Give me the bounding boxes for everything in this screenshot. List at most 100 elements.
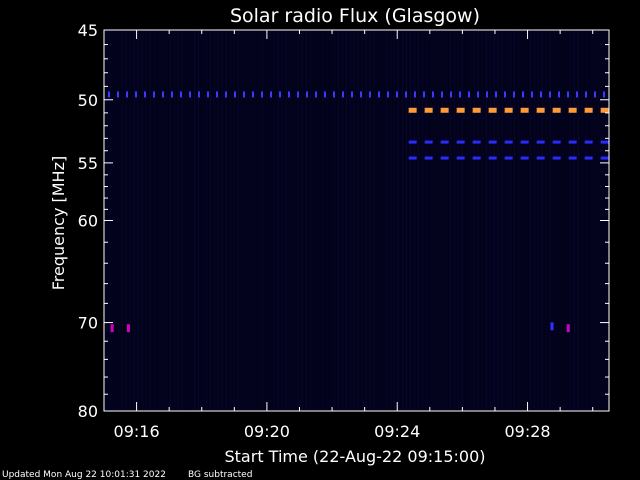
band-dot bbox=[369, 91, 371, 98]
band-dash bbox=[456, 107, 465, 113]
band-dot bbox=[333, 91, 335, 98]
chart-title: Solar radio Flux (Glasgow) bbox=[230, 5, 480, 27]
band-dot bbox=[324, 91, 326, 98]
y-tick-label: 55 bbox=[78, 154, 98, 173]
background-streak bbox=[430, 30, 431, 411]
band-dot bbox=[252, 91, 254, 98]
background-streak bbox=[270, 30, 271, 411]
background-streak bbox=[482, 30, 483, 411]
band-dash bbox=[440, 156, 449, 160]
band-dash bbox=[488, 140, 497, 144]
band-dot bbox=[513, 91, 515, 98]
band-dot bbox=[558, 91, 560, 98]
band-dash bbox=[424, 140, 433, 144]
band-dash bbox=[552, 156, 561, 160]
band-dot bbox=[144, 91, 146, 98]
background-streak bbox=[550, 30, 551, 411]
background-streak bbox=[498, 30, 499, 411]
band-dot bbox=[459, 91, 461, 98]
band-dot bbox=[135, 91, 137, 98]
band-dot bbox=[279, 91, 281, 98]
y-tick-label: 70 bbox=[78, 314, 98, 333]
band-dash bbox=[472, 140, 481, 144]
background-streak bbox=[542, 30, 543, 411]
background-streak bbox=[374, 30, 375, 411]
band-dash bbox=[472, 156, 481, 160]
band-dot bbox=[117, 91, 119, 98]
background-streak bbox=[586, 30, 587, 411]
background-streak bbox=[490, 30, 491, 411]
background-streak bbox=[210, 30, 211, 411]
background-streak bbox=[338, 30, 339, 411]
band-dash bbox=[472, 107, 481, 113]
background-streak bbox=[418, 30, 419, 411]
band-dot bbox=[198, 91, 200, 98]
band-dash bbox=[536, 140, 545, 144]
band-dot bbox=[342, 91, 344, 98]
background-streak bbox=[554, 30, 555, 411]
band-dash bbox=[520, 107, 529, 113]
background-streak bbox=[526, 30, 527, 411]
band-dash bbox=[408, 107, 417, 113]
background-streak bbox=[122, 30, 123, 411]
background-streak bbox=[350, 30, 351, 411]
band-dot bbox=[477, 91, 479, 98]
background-streak bbox=[286, 30, 287, 411]
band-dot bbox=[216, 91, 218, 98]
y-tick-label: 50 bbox=[78, 91, 98, 110]
background-streak bbox=[114, 30, 115, 411]
background-streak bbox=[534, 30, 535, 411]
band-dash bbox=[600, 156, 609, 160]
band-dot bbox=[531, 91, 533, 98]
band-dash bbox=[504, 107, 513, 113]
background-streak bbox=[386, 30, 387, 411]
background-streak bbox=[546, 30, 547, 411]
background-streak bbox=[234, 30, 235, 411]
x-tick-label: 09:20 bbox=[244, 422, 290, 441]
band-dash bbox=[584, 107, 593, 113]
band-dot bbox=[270, 91, 272, 98]
band-dash bbox=[600, 140, 609, 144]
x-axis-label: Start Time (22-Aug-22 09:15:00) bbox=[225, 447, 486, 466]
band-dot bbox=[162, 91, 164, 98]
band-dot bbox=[423, 91, 425, 98]
band-dot bbox=[207, 91, 209, 98]
background-streak bbox=[574, 30, 575, 411]
band-dot bbox=[351, 91, 353, 98]
background-streak bbox=[242, 30, 243, 411]
background-streak bbox=[342, 30, 343, 411]
background-streak bbox=[154, 30, 155, 411]
background-streak bbox=[226, 30, 227, 411]
background-streak bbox=[426, 30, 427, 411]
background-streak bbox=[278, 30, 279, 411]
background-streak bbox=[470, 30, 471, 411]
background-streak bbox=[290, 30, 291, 411]
background-streak bbox=[190, 30, 191, 411]
background-streak bbox=[202, 30, 203, 411]
background-streak bbox=[166, 30, 167, 411]
background-streak bbox=[446, 30, 447, 411]
background-streak bbox=[178, 30, 179, 411]
background-streak bbox=[174, 30, 175, 411]
band-dash bbox=[456, 156, 465, 160]
x-tick-label: 09:24 bbox=[374, 422, 420, 441]
band-dot bbox=[387, 91, 389, 98]
x-tick-label: 09:16 bbox=[114, 422, 160, 441]
background-streak bbox=[594, 30, 595, 411]
y-tick-label: 80 bbox=[78, 402, 98, 421]
background-streak bbox=[162, 30, 163, 411]
band-dot bbox=[180, 91, 182, 98]
background-streak bbox=[402, 30, 403, 411]
background-streak bbox=[294, 30, 295, 411]
background-streak bbox=[358, 30, 359, 411]
background-streak bbox=[362, 30, 363, 411]
background-streak bbox=[246, 30, 247, 411]
background-streak bbox=[390, 30, 391, 411]
background-streak bbox=[558, 30, 559, 411]
background-streak bbox=[118, 30, 119, 411]
background-streak bbox=[566, 30, 567, 411]
band-dot bbox=[189, 91, 191, 98]
y-tick-label: 45 bbox=[78, 21, 98, 40]
band-dot bbox=[603, 91, 605, 98]
background-streak bbox=[326, 30, 327, 411]
